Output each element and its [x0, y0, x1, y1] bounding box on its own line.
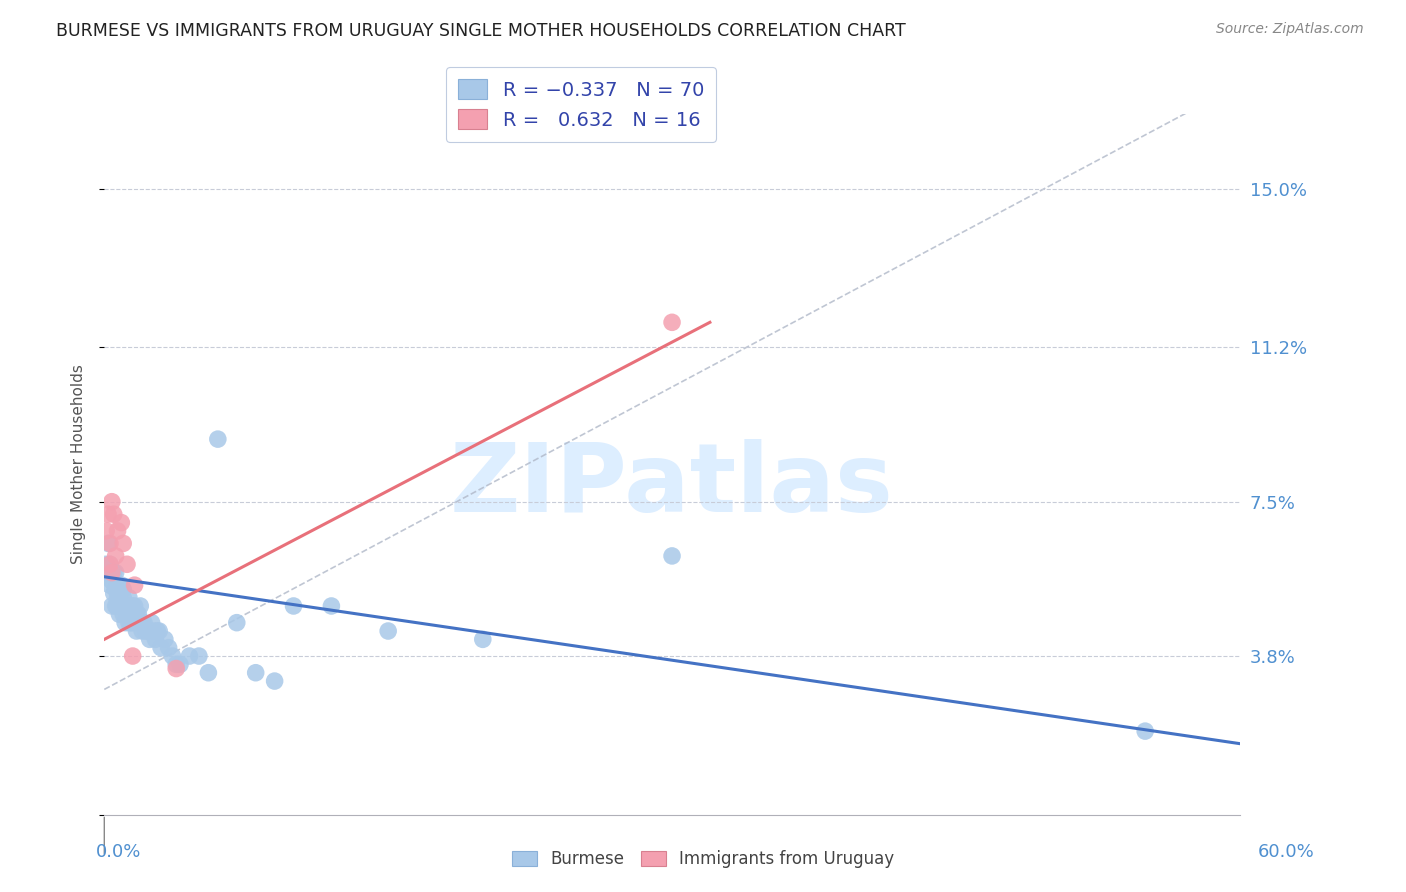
- Point: [97, 566, 120, 580]
- Point: [98, 578, 121, 592]
- Point: [103, 507, 125, 521]
- Point: [115, 599, 138, 613]
- Point: [97, 507, 120, 521]
- Point: [98, 558, 121, 572]
- Point: [125, 624, 148, 638]
- Point: [114, 615, 136, 630]
- Point: [135, 624, 157, 638]
- Point: [124, 578, 146, 592]
- Point: [110, 516, 132, 530]
- Point: [101, 494, 124, 508]
- Point: [96, 524, 118, 538]
- Point: [661, 315, 683, 329]
- Point: [108, 607, 131, 622]
- Point: [121, 648, 143, 663]
- Point: [661, 549, 683, 563]
- Point: [131, 624, 153, 638]
- Point: [245, 665, 267, 680]
- Point: [98, 558, 121, 572]
- Point: [145, 632, 167, 647]
- Point: [115, 607, 138, 622]
- Point: [121, 615, 143, 630]
- Point: [169, 657, 191, 672]
- Point: [104, 599, 127, 613]
- Point: [124, 599, 146, 613]
- Point: [112, 607, 135, 622]
- Point: [141, 615, 163, 630]
- Point: [112, 536, 135, 550]
- Point: [120, 615, 142, 630]
- Point: [112, 591, 135, 605]
- Point: [146, 624, 169, 638]
- Text: ZIPatlas: ZIPatlas: [450, 439, 894, 532]
- Point: [107, 599, 129, 613]
- Point: [377, 624, 399, 638]
- Point: [225, 615, 247, 630]
- Point: [96, 558, 118, 572]
- Point: [112, 582, 135, 597]
- Point: [101, 566, 124, 580]
- Point: [104, 582, 127, 597]
- Point: [136, 624, 159, 638]
- Point: [118, 591, 141, 605]
- Point: [471, 632, 494, 647]
- Point: [110, 578, 132, 592]
- Point: [148, 624, 170, 638]
- Point: [98, 536, 121, 550]
- Text: 0.0%: 0.0%: [96, 843, 141, 861]
- Point: [107, 524, 129, 538]
- Point: [124, 607, 146, 622]
- Point: [110, 599, 132, 613]
- Point: [97, 536, 120, 550]
- Y-axis label: Single Mother Households: Single Mother Households: [72, 364, 86, 564]
- Point: [118, 615, 141, 630]
- Point: [142, 624, 165, 638]
- Point: [104, 549, 127, 563]
- Point: [108, 591, 131, 605]
- Point: [107, 582, 129, 597]
- Point: [125, 607, 148, 622]
- Point: [187, 648, 209, 663]
- Point: [104, 566, 127, 580]
- Point: [101, 599, 124, 613]
- Legend: R = −0.337   N = 70, R =   0.632   N = 16: R = −0.337 N = 70, R = 0.632 N = 16: [447, 68, 716, 142]
- Point: [150, 640, 173, 655]
- Point: [207, 432, 229, 446]
- Point: [132, 615, 155, 630]
- Point: [120, 607, 142, 622]
- Point: [165, 657, 187, 672]
- Legend: Burmese, Immigrants from Uruguay: Burmese, Immigrants from Uruguay: [505, 844, 901, 875]
- Point: [157, 640, 180, 655]
- Point: [263, 674, 285, 689]
- Point: [103, 566, 125, 580]
- Text: Source: ZipAtlas.com: Source: ZipAtlas.com: [1216, 22, 1364, 37]
- Point: [162, 648, 184, 663]
- Point: [114, 599, 136, 613]
- Point: [107, 591, 129, 605]
- Text: 60.0%: 60.0%: [1258, 843, 1315, 861]
- Point: [131, 615, 153, 630]
- Text: BURMESE VS IMMIGRANTS FROM URUGUAY SINGLE MOTHER HOUSEHOLDS CORRELATION CHART: BURMESE VS IMMIGRANTS FROM URUGUAY SINGL…: [56, 22, 905, 40]
- Point: [1133, 724, 1156, 739]
- Point: [103, 586, 125, 600]
- Point: [165, 662, 187, 676]
- Point: [153, 632, 176, 647]
- Point: [283, 599, 305, 613]
- Point: [179, 648, 201, 663]
- Point: [197, 665, 219, 680]
- Point: [127, 607, 149, 622]
- Point: [115, 558, 138, 572]
- Point: [121, 599, 143, 613]
- Point: [129, 599, 152, 613]
- Point: [118, 599, 141, 613]
- Point: [101, 574, 124, 588]
- Point: [138, 632, 160, 647]
- Point: [127, 615, 149, 630]
- Point: [321, 599, 343, 613]
